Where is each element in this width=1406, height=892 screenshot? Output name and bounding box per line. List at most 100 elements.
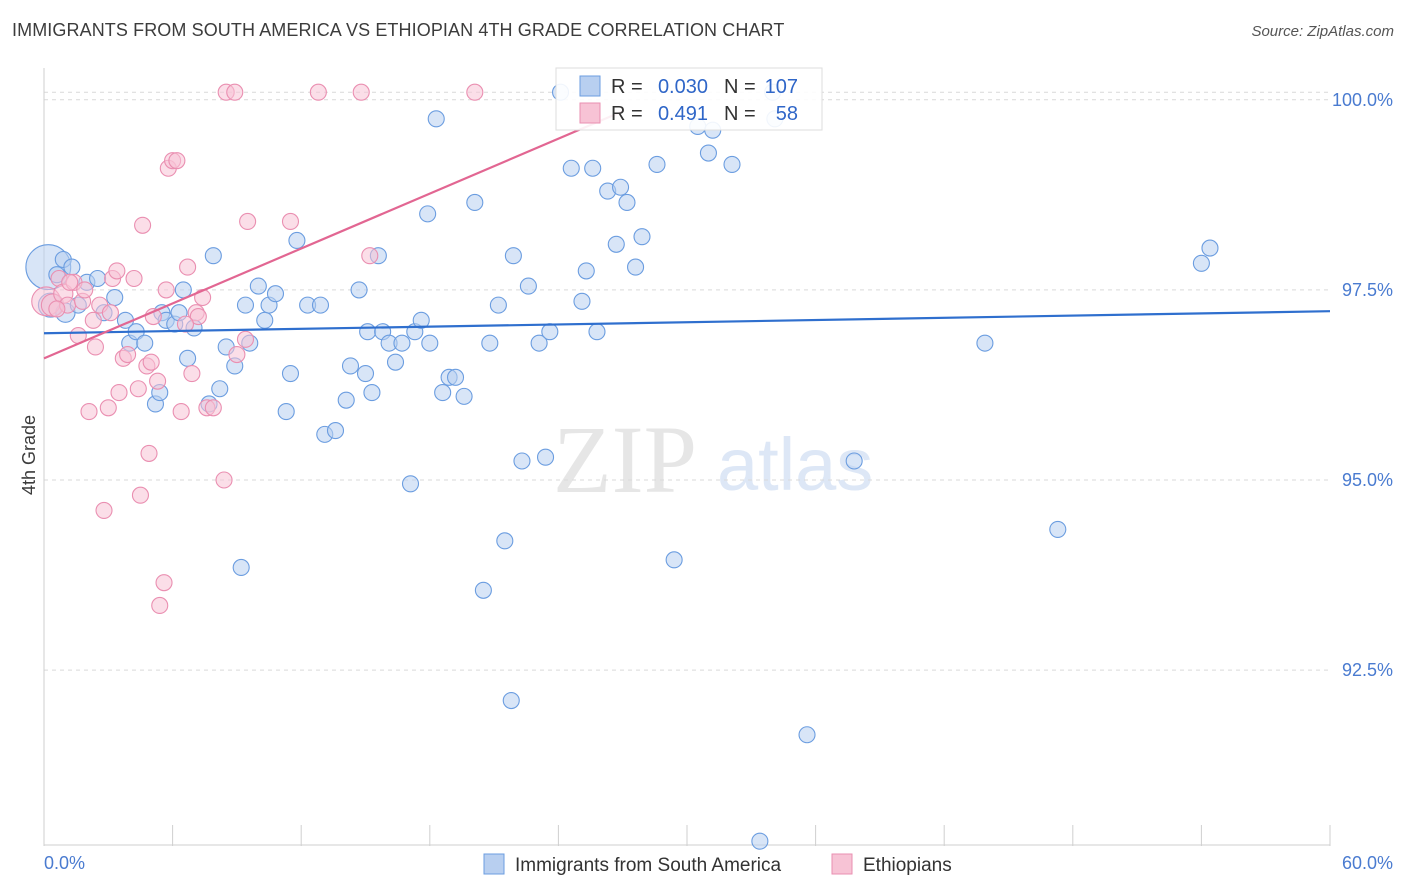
- point-south-america-10: [106, 288, 124, 307]
- point-south-america-83: [612, 178, 630, 196]
- point-south-america-52: [386, 353, 405, 371]
- chart-title: IMMIGRANTS FROM SOUTH AMERICA VS ETHIOPI…: [12, 20, 785, 40]
- point-south-america-63: [455, 387, 473, 405]
- point-south-america-45: [350, 281, 368, 299]
- bottom-legend-swatch-pink: [831, 853, 853, 875]
- stats-legend: R = 0.030 N = 107 R = 0.491 N = 58: [555, 67, 823, 131]
- point-ethiopians-23: [140, 444, 158, 462]
- legend-n-label-blue: N =: [724, 76, 756, 98]
- trend-line-0: [43, 310, 1331, 335]
- point-ethiopians-25: [149, 372, 167, 390]
- x-tick-label-min: 0.0%: [44, 853, 85, 873]
- y-tick-labels: 92.5% 95.0% 97.5% 100.0%: [1332, 90, 1393, 680]
- point-south-america-62: [446, 368, 465, 386]
- series-ethiopians: [31, 83, 484, 615]
- point-ethiopians-53: [101, 304, 119, 322]
- legend-r-value-pink: 0.491: [658, 103, 708, 125]
- point-ethiopians-12: [99, 399, 117, 417]
- bottom-legend-label-blue: Immigrants from South America: [515, 855, 782, 876]
- point-ethiopians-31: [157, 281, 175, 299]
- bottom-legend-swatch-blue: [483, 853, 505, 875]
- point-south-america-54: [401, 475, 420, 493]
- point-south-america-53: [393, 334, 411, 352]
- point-south-america-78: [573, 292, 591, 310]
- legend-n-value-blue: 107: [765, 76, 798, 98]
- point-south-america-87: [633, 228, 651, 246]
- point-south-america-14: [136, 334, 154, 352]
- point-south-america-93: [723, 155, 741, 173]
- point-south-america-46: [356, 365, 375, 383]
- trend-lines: [43, 110, 1331, 360]
- point-south-america-69: [504, 247, 522, 265]
- point-ethiopians-49: [361, 247, 379, 265]
- point-south-america-71: [513, 452, 531, 470]
- point-ethiopians-39: [204, 399, 222, 417]
- point-south-america-33: [256, 311, 274, 329]
- point-ethiopians-56: [48, 300, 66, 318]
- point-south-america-26: [211, 380, 229, 398]
- legend-r-label-blue: R =: [611, 76, 643, 98]
- point-south-america-37: [281, 365, 300, 383]
- point-south-america-70: [502, 691, 520, 710]
- point-south-america-57: [419, 205, 437, 223]
- point-ethiopians-27: [155, 574, 173, 592]
- point-south-america-5: [63, 258, 81, 276]
- point-ethiopians-44: [236, 330, 255, 348]
- point-south-america-47: [363, 384, 381, 402]
- point-south-america-60: [434, 384, 452, 402]
- point-south-america-85: [618, 193, 636, 212]
- point-south-america-79: [577, 262, 595, 280]
- point-south-america-59: [427, 110, 445, 128]
- point-ethiopians-9: [84, 311, 102, 329]
- point-ethiopians-18: [125, 269, 143, 288]
- x-tick-label-max: 60.0%: [1342, 853, 1393, 873]
- legend-n-value-pink: 58: [776, 103, 798, 125]
- point-ethiopians-30: [168, 152, 186, 170]
- point-south-america-86: [627, 258, 645, 276]
- point-ethiopians-15: [110, 384, 128, 402]
- point-ethiopians-43: [228, 345, 246, 364]
- point-south-america-100: [1049, 520, 1067, 538]
- point-ethiopians-11: [95, 501, 113, 519]
- point-south-america-88: [648, 155, 666, 173]
- point-south-america-84: [607, 235, 625, 253]
- point-south-america-89: [665, 551, 683, 569]
- point-south-america-22: [179, 349, 197, 367]
- point-ethiopians-34: [183, 365, 201, 383]
- point-south-america-77: [562, 159, 580, 177]
- point-ethiopians-54: [142, 353, 160, 371]
- point-south-america-66: [481, 334, 499, 352]
- point-south-america-81: [588, 323, 606, 341]
- point-south-america-64: [466, 193, 484, 212]
- point-ethiopians-47: [309, 83, 327, 101]
- point-south-america-48: [359, 323, 377, 341]
- point-south-america-32: [249, 277, 267, 295]
- legend-swatch-blue: [579, 75, 601, 97]
- point-south-america-65: [474, 581, 492, 599]
- point-south-america-36: [277, 403, 295, 421]
- point-south-america-67: [489, 296, 507, 314]
- point-south-america-75: [541, 323, 559, 341]
- point-south-america-91: [699, 144, 717, 162]
- bottom-legend-label-pink: Ethiopians: [863, 855, 952, 876]
- point-ethiopians-48: [352, 83, 370, 101]
- legend-swatch-pink: [579, 102, 601, 124]
- y-tick-label-1: 95.0%: [1342, 470, 1393, 490]
- y-tick-label-3: 100.0%: [1332, 90, 1393, 110]
- point-ethiopians-36: [189, 307, 207, 326]
- point-ethiopians-52: [86, 338, 104, 356]
- point-ethiopians-21: [134, 216, 152, 234]
- legend-r-label-pink: R =: [611, 103, 643, 125]
- point-ethiopians-55: [176, 315, 195, 333]
- point-ethiopians-33: [179, 258, 197, 276]
- point-south-america-58: [421, 334, 439, 352]
- trend-line-1: [43, 110, 624, 360]
- point-ethiopians-26: [151, 596, 169, 615]
- point-ethiopians-40: [215, 471, 233, 489]
- source-label: Source: ZipAtlas.com: [1251, 23, 1394, 40]
- point-ethiopians-57: [61, 273, 79, 291]
- point-ethiopians-50: [466, 83, 484, 101]
- point-ethiopians-20: [131, 486, 149, 504]
- point-ethiopians-45: [239, 212, 257, 231]
